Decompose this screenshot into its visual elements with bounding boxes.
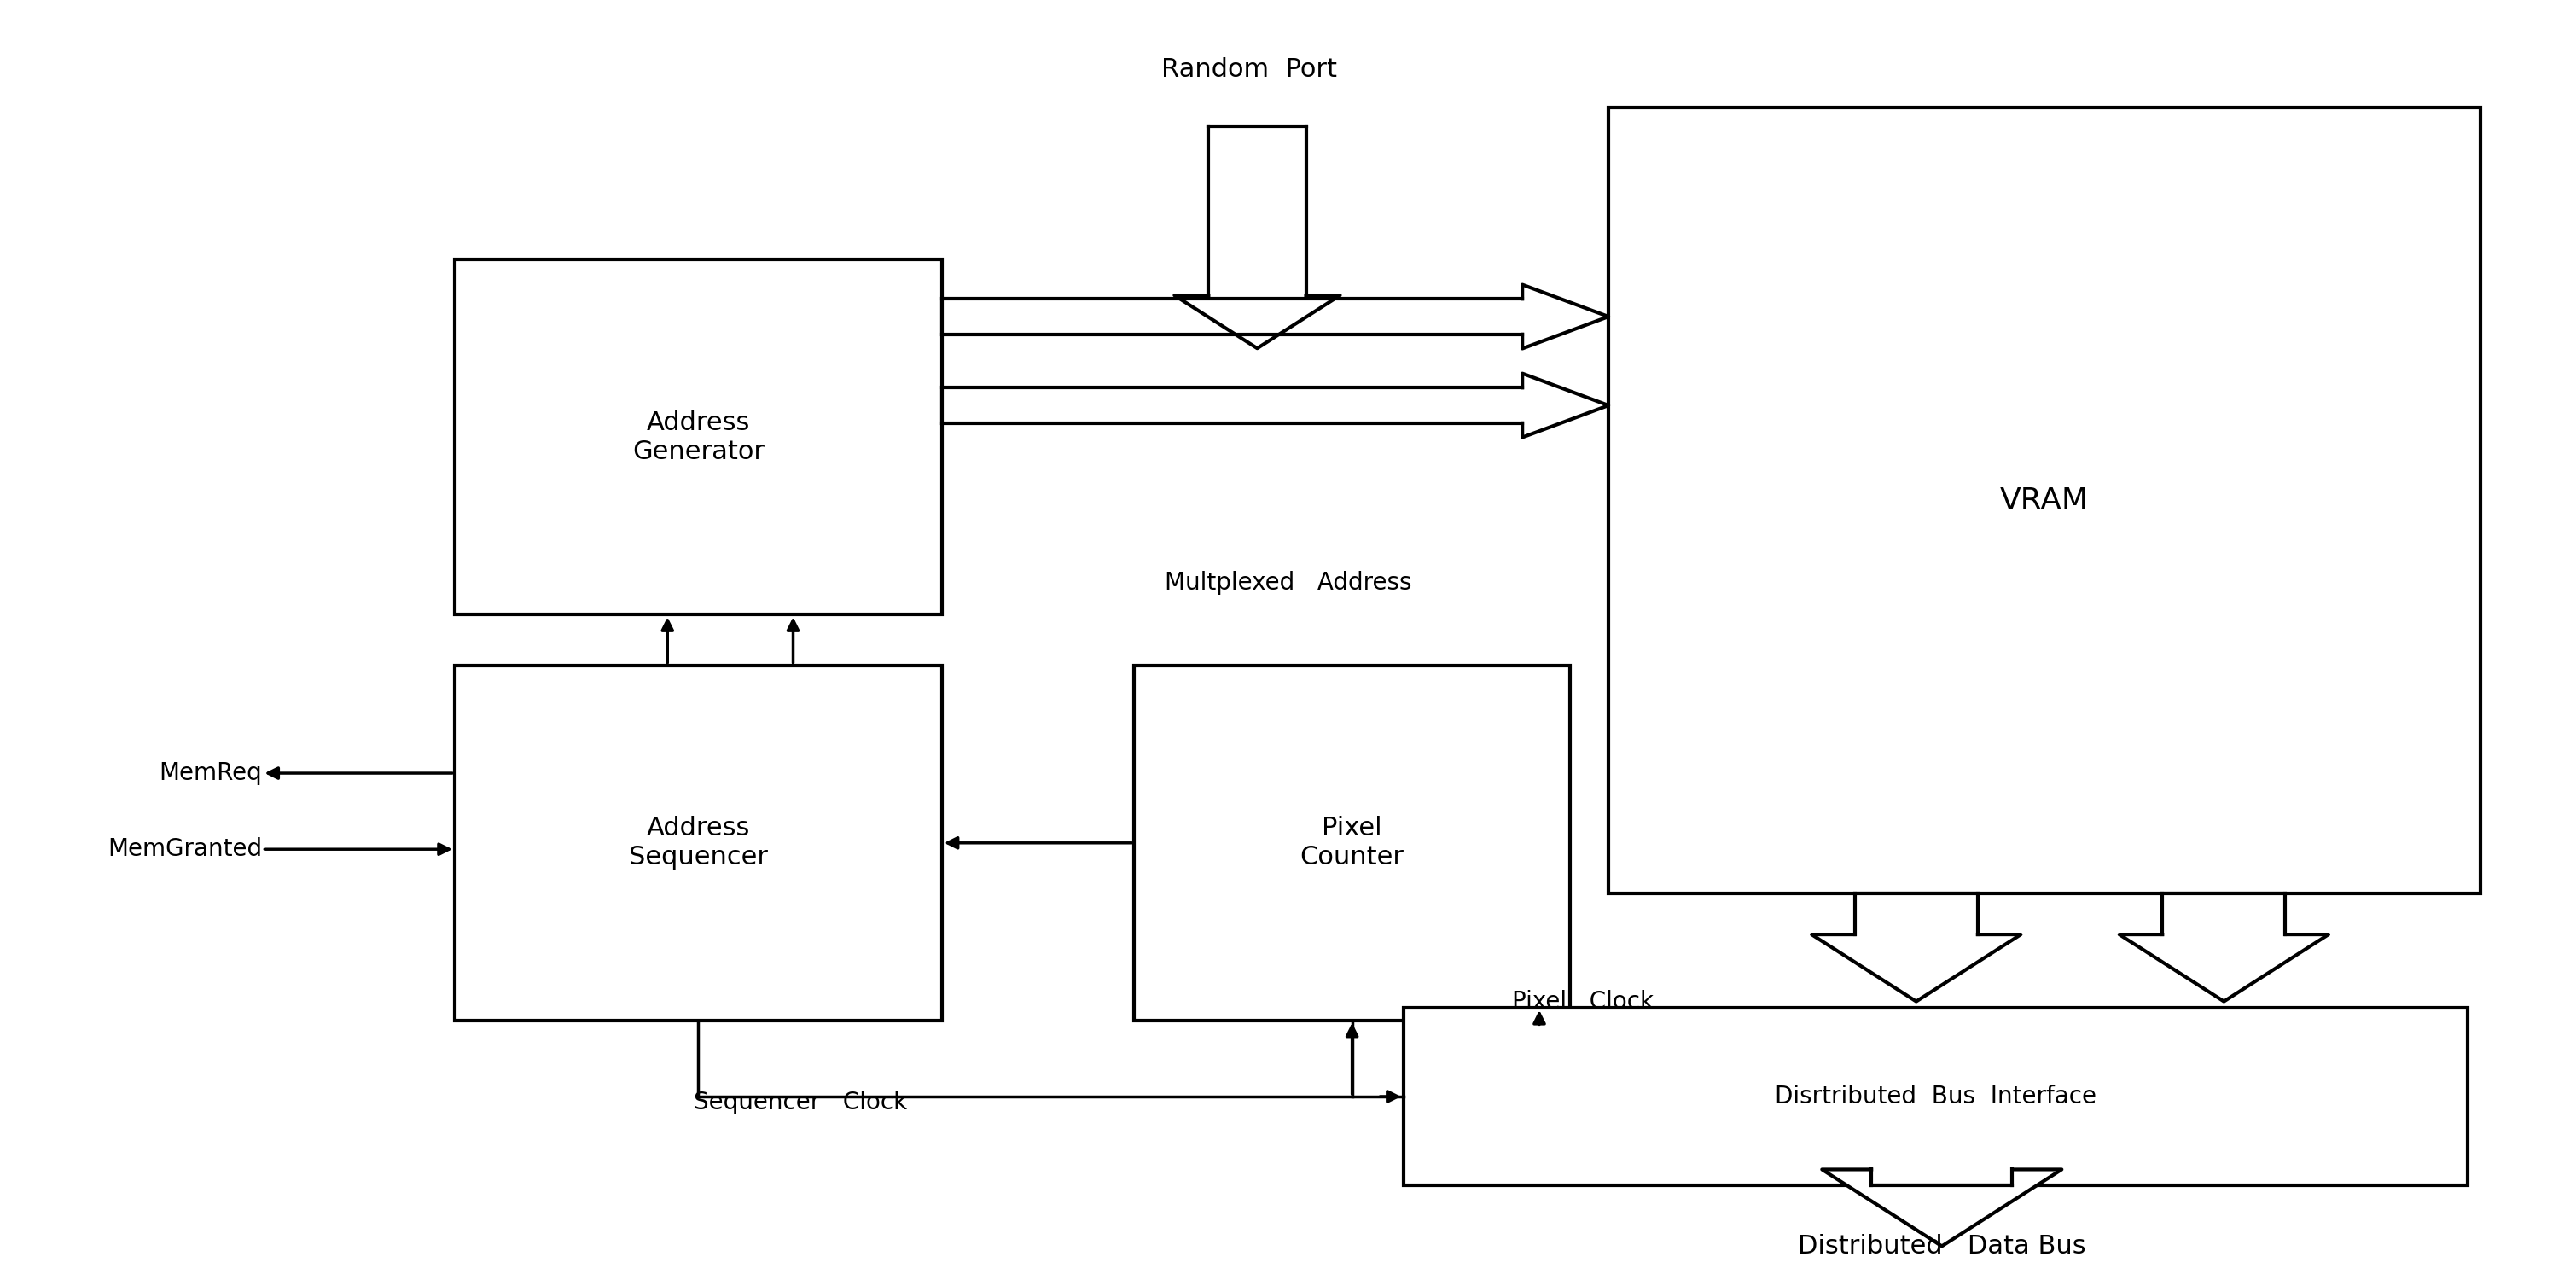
Bar [1404, 1007, 2468, 1185]
Bar [453, 666, 943, 1020]
Text: Pixel   Clock: Pixel Clock [1512, 989, 1654, 1014]
Text: Sequencer   Clock: Sequencer Clock [693, 1091, 907, 1115]
Bar [453, 260, 943, 614]
Bar [1133, 666, 1569, 1020]
Text: Multplexed   Address: Multplexed Address [1164, 571, 1412, 595]
Text: MemGranted: MemGranted [108, 837, 263, 861]
Text: Random  Port: Random Port [1162, 58, 1337, 82]
Text: Address
Sequencer: Address Sequencer [629, 817, 768, 869]
Polygon shape [1821, 1170, 2061, 1247]
Polygon shape [943, 374, 1607, 438]
Bar [1607, 108, 2481, 893]
Polygon shape [2120, 893, 2329, 1001]
Text: Address
Generator: Address Generator [631, 411, 765, 463]
Polygon shape [1811, 893, 2020, 1001]
Text: Pixel
Counter: Pixel Counter [1301, 817, 1404, 869]
Polygon shape [943, 284, 1607, 348]
Text: VRAM: VRAM [1999, 486, 2089, 515]
Text: MemReq: MemReq [160, 762, 263, 785]
Polygon shape [1175, 127, 1340, 348]
Text: Distributed   Data Bus: Distributed Data Bus [1798, 1234, 2087, 1258]
Text: Disrtributed  Bus  Interface: Disrtributed Bus Interface [1775, 1084, 2097, 1108]
